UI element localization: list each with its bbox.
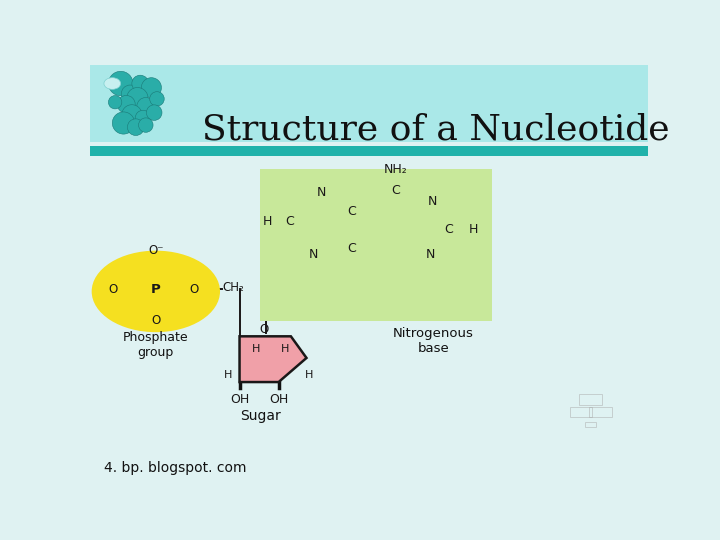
Bar (580, 394, 602, 404)
Polygon shape (240, 336, 307, 382)
Ellipse shape (109, 71, 133, 96)
Text: C: C (347, 242, 356, 255)
Text: OH: OH (269, 393, 288, 406)
Ellipse shape (91, 251, 220, 332)
Text: O: O (259, 323, 269, 336)
Text: C: C (347, 205, 356, 218)
Text: H: H (263, 215, 272, 228)
Ellipse shape (150, 92, 164, 106)
Text: H: H (469, 222, 479, 235)
Text: N: N (428, 195, 437, 208)
Ellipse shape (127, 119, 144, 136)
Bar (90, 146, 648, 156)
Ellipse shape (141, 78, 161, 98)
Bar (570, 407, 593, 417)
Text: O: O (189, 283, 199, 296)
Bar (90, 65, 648, 141)
Text: Structure of a Nucleotide: Structure of a Nucleotide (202, 112, 670, 146)
Text: C: C (285, 215, 294, 228)
Ellipse shape (127, 87, 148, 109)
Ellipse shape (117, 96, 135, 113)
Text: H: H (305, 370, 313, 380)
Text: H: H (224, 370, 233, 380)
Ellipse shape (109, 96, 122, 109)
Bar (585, 422, 596, 427)
Text: O⁻: O⁻ (148, 244, 163, 257)
Text: Phosphate
group: Phosphate group (123, 332, 189, 360)
Text: CH₂: CH₂ (222, 281, 245, 294)
Text: OH: OH (230, 393, 249, 406)
Text: Nitrogenous
base: Nitrogenous base (392, 327, 474, 355)
Text: H: H (281, 344, 289, 354)
Text: NH₂: NH₂ (384, 163, 408, 176)
Text: N: N (426, 248, 435, 261)
Ellipse shape (112, 112, 135, 134)
Bar (260, 168, 492, 321)
Ellipse shape (135, 110, 150, 126)
Ellipse shape (146, 105, 162, 120)
Ellipse shape (132, 75, 148, 92)
Text: O: O (108, 283, 117, 296)
Text: C: C (392, 184, 400, 197)
Text: H: H (252, 344, 261, 354)
Bar (590, 407, 612, 417)
Ellipse shape (137, 98, 155, 115)
Ellipse shape (138, 118, 153, 132)
Ellipse shape (104, 78, 121, 89)
Text: C: C (444, 222, 453, 235)
Text: O: O (151, 314, 161, 327)
Ellipse shape (122, 105, 142, 125)
Text: 4. bp. blogspot. com: 4. bp. blogspot. com (104, 461, 246, 475)
Text: Sugar: Sugar (240, 409, 281, 423)
Text: N: N (317, 186, 326, 199)
Text: N: N (308, 248, 318, 261)
Text: P: P (151, 283, 161, 296)
Ellipse shape (121, 85, 139, 103)
